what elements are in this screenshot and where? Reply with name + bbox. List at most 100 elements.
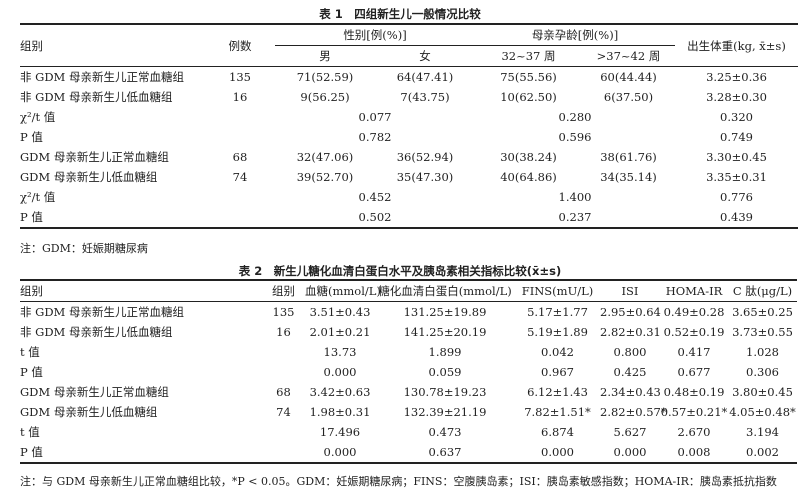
cell: 1.899 bbox=[428, 345, 462, 359]
cell-ga2: 38(61.76) bbox=[600, 150, 657, 164]
cell-weight: 3.28±0.30 bbox=[706, 90, 767, 104]
cell: 3.51±0.43 bbox=[309, 305, 371, 319]
header-cell: 血糖(mmol/L) bbox=[305, 280, 381, 302]
table1-title: 表 1 四组新生儿一般情况比较 bbox=[319, 7, 481, 21]
cell-male: 9(56.25) bbox=[300, 90, 350, 104]
cell: 0.008 bbox=[677, 445, 711, 459]
cell-female: 35(47.30) bbox=[396, 170, 454, 184]
row-group: χ²/t 值 bbox=[20, 190, 56, 204]
cell: 0.042 bbox=[541, 345, 574, 359]
header-cell: C 肽(μg/L) bbox=[728, 280, 797, 302]
cell: 0.306 bbox=[746, 365, 779, 379]
cell-weight: 3.35±0.31 bbox=[706, 170, 767, 184]
cell-n: 68 bbox=[232, 150, 248, 164]
row-group: χ²/t 值 bbox=[20, 110, 56, 124]
header-weight: 出生体重(kg, x̄±s) bbox=[675, 24, 798, 67]
cell bbox=[262, 442, 305, 463]
cell: 0.48±0.19 bbox=[663, 385, 725, 399]
cell: 0.677 bbox=[677, 365, 711, 379]
cell-female: 7(43.75) bbox=[400, 90, 450, 104]
cell: 0.637 bbox=[428, 445, 462, 459]
row-group: P 值 bbox=[20, 445, 43, 459]
header-ga1: 32~37 周 bbox=[475, 45, 582, 67]
cell: 16 bbox=[276, 325, 291, 339]
cell-ga1: 40(64.86) bbox=[500, 170, 557, 184]
cell: 5.17±1.77 bbox=[527, 305, 588, 319]
cell-ga1: 10(62.50) bbox=[500, 90, 557, 104]
cell-ga2: 60(44.44) bbox=[600, 70, 657, 84]
header-cell: FINS(mU/L) bbox=[515, 280, 600, 302]
cell: 1.98±0.31 bbox=[309, 405, 371, 419]
cell-female: 36(52.94) bbox=[396, 150, 454, 164]
cell: 0.417 bbox=[677, 345, 711, 359]
cell: 132.39±21.19 bbox=[403, 405, 487, 419]
header-female: 女 bbox=[375, 45, 475, 67]
table2-note: 注：与 GDM 母亲新生儿正常血糖组比较，*P < 0.05。GDM：妊娠期糖尿… bbox=[20, 475, 777, 488]
row-group: GDM 母亲新生儿低血糖组 bbox=[20, 170, 158, 184]
cell-male: 71(52.59) bbox=[296, 70, 354, 84]
cell: 5.627 bbox=[613, 425, 647, 439]
table-row: P 值 0.502 0.237 0.439 bbox=[20, 207, 798, 228]
cell: 135 bbox=[272, 305, 295, 319]
cell-n: 16 bbox=[232, 90, 248, 104]
cell: 2.82±0.57* bbox=[600, 405, 667, 419]
cell: 2.01±0.21 bbox=[309, 325, 371, 339]
cell: 3.42±0.63 bbox=[309, 385, 371, 399]
cell: 17.496 bbox=[319, 425, 361, 439]
cell: 0.059 bbox=[428, 365, 462, 379]
cell-n bbox=[205, 187, 275, 207]
cell bbox=[262, 362, 305, 382]
table-row: GDM 母亲新生儿低血糖组 74 1.98±0.31 132.39±21.19 7.82… bbox=[20, 402, 797, 422]
table-row: GDM 母亲新生儿低血糖组 74 39(52.70) 35(47.30) 40(64.8… bbox=[20, 167, 798, 187]
cell-n bbox=[205, 127, 275, 147]
header-ga: 母亲孕龄[例(%)] bbox=[475, 24, 675, 46]
header-cell: 组别 bbox=[262, 280, 305, 302]
table-row: 非 GDM 母亲新生儿正常血糖组 135 71(52.59) 64(47.41) 75(… bbox=[20, 67, 798, 88]
table-row: 非 GDM 母亲新生儿低血糖组 16 2.01±0.21 141.25±20.19 5.… bbox=[20, 322, 797, 342]
table-row: χ²/t 值 0.077 0.280 0.320 bbox=[20, 107, 798, 127]
cell: 68 bbox=[276, 385, 291, 399]
cell bbox=[262, 342, 305, 362]
cell-ga-stat: 0.280 bbox=[558, 110, 592, 124]
cell-ga1: 30(38.24) bbox=[500, 150, 557, 164]
row-group: 非 GDM 母亲新生儿低血糖组 bbox=[20, 325, 173, 339]
cell-ga-stat: 0.237 bbox=[558, 210, 592, 224]
cell: 7.82±1.51* bbox=[524, 405, 591, 419]
header-cell: 糖化血清白蛋白(mmol/L) bbox=[375, 280, 515, 302]
table-row: t 值 17.496 0.473 6.874 5.627 2.670 3.194 bbox=[20, 422, 797, 442]
cell: 13.73 bbox=[323, 345, 357, 359]
cell: 141.25±20.19 bbox=[403, 325, 487, 339]
header-ga2: >37~42 周 bbox=[582, 45, 675, 67]
row-group: GDM 母亲新生儿低血糖组 bbox=[20, 405, 158, 419]
header-group: 组别 bbox=[20, 24, 205, 67]
header-cell: HOMA-IR bbox=[660, 280, 728, 302]
cell-n bbox=[205, 107, 275, 127]
cell: 0.57±0.21* bbox=[660, 405, 728, 419]
cell: 6.874 bbox=[541, 425, 574, 439]
table-row: P 值 0.000 0.637 0.000 0.000 0.008 0.002 bbox=[20, 442, 797, 463]
cell: 0.800 bbox=[613, 345, 647, 359]
table2-title: 表 2 新生儿糖化血清白蛋白水平及胰岛素相关指标比较(x̄±s) bbox=[238, 264, 562, 278]
cell: 0.49±0.28 bbox=[663, 305, 725, 319]
table-row: χ²/t 值 0.452 1.400 0.776 bbox=[20, 187, 798, 207]
cell: 3.65±0.25 bbox=[732, 305, 793, 319]
table-row: GDM 母亲新生儿正常血糖组 68 32(47.06) 36(52.94) 30(38.… bbox=[20, 147, 798, 167]
cell: 2.82±0.31 bbox=[600, 325, 661, 339]
cell-ga2: 34(35.14) bbox=[600, 170, 657, 184]
cell-ga1: 75(55.56) bbox=[500, 70, 557, 84]
cell-male: 39(52.70) bbox=[296, 170, 354, 184]
cell-n bbox=[205, 207, 275, 228]
cell: 2.34±0.43 bbox=[600, 385, 661, 399]
row-group: P 值 bbox=[20, 130, 43, 144]
row-group: 非 GDM 母亲新生儿低血糖组 bbox=[20, 90, 173, 104]
cell: 6.12±1.43 bbox=[527, 385, 588, 399]
cell-ga-stat: 1.400 bbox=[558, 190, 592, 204]
cell: 0.000 bbox=[323, 445, 357, 459]
cell: 0.967 bbox=[541, 365, 574, 379]
cell: 0.52±0.19 bbox=[663, 325, 725, 339]
cell-ga2: 6(37.50) bbox=[603, 90, 654, 104]
row-group: P 值 bbox=[20, 210, 43, 224]
header-sex: 性别[例(%)] bbox=[275, 24, 475, 46]
cell-weight: 3.25±0.36 bbox=[706, 70, 767, 84]
cell: 0.000 bbox=[541, 445, 574, 459]
